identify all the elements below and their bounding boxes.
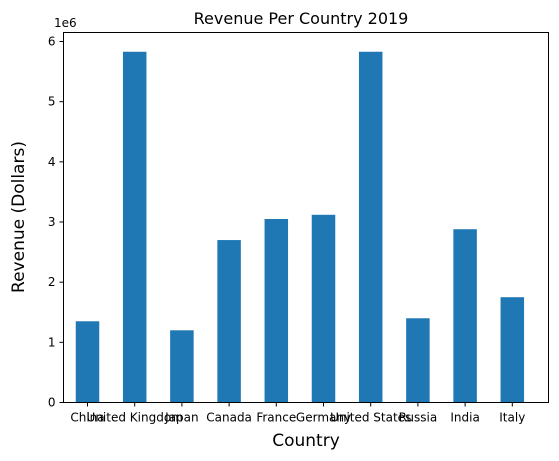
y-tick-label: 1 <box>48 335 56 349</box>
x-tick-label: Germany <box>296 411 351 425</box>
x-tick-label: United States <box>330 411 411 425</box>
plot-area-frame <box>63 32 549 403</box>
x-axis-label: Country <box>272 431 340 451</box>
x-tick-label: India <box>450 411 479 425</box>
bar-italy <box>500 297 525 403</box>
x-tick-label: France <box>256 411 296 425</box>
bar-united-kingdom <box>122 51 147 403</box>
x-tick-label: Japan <box>164 411 198 425</box>
x-tick-label: United Kingdom <box>87 411 183 425</box>
bar-russia <box>406 318 430 403</box>
bar-china <box>75 321 100 403</box>
y-tick-label: 2 <box>48 275 56 289</box>
bars-group <box>75 51 525 403</box>
x-tick-label: China <box>70 411 104 425</box>
bar-united-states <box>358 51 383 403</box>
y-tick-label: 0 <box>48 396 56 410</box>
y-tick-label: 5 <box>48 95 56 109</box>
bar-france <box>264 219 289 403</box>
y-axis-label: Revenue (Dollars) <box>9 141 29 293</box>
y-axis-ticks: 0 1 2 3 4 5 6 <box>48 35 64 410</box>
y-tick-label: 6 <box>48 35 56 49</box>
bar-india <box>453 229 477 403</box>
bar-canada <box>217 240 241 403</box>
bar-japan <box>170 330 194 403</box>
y-axis-offset-label: 1e6 <box>54 16 77 30</box>
chart-title: Revenue Per Country 2019 <box>194 9 409 28</box>
x-tick-label: Canada <box>206 411 252 425</box>
x-tick-label: Italy <box>499 411 525 425</box>
y-tick-label: 4 <box>48 155 56 169</box>
x-tick-label: Russia <box>399 411 438 425</box>
y-tick-label: 3 <box>48 215 56 229</box>
bar-germany <box>311 214 336 403</box>
